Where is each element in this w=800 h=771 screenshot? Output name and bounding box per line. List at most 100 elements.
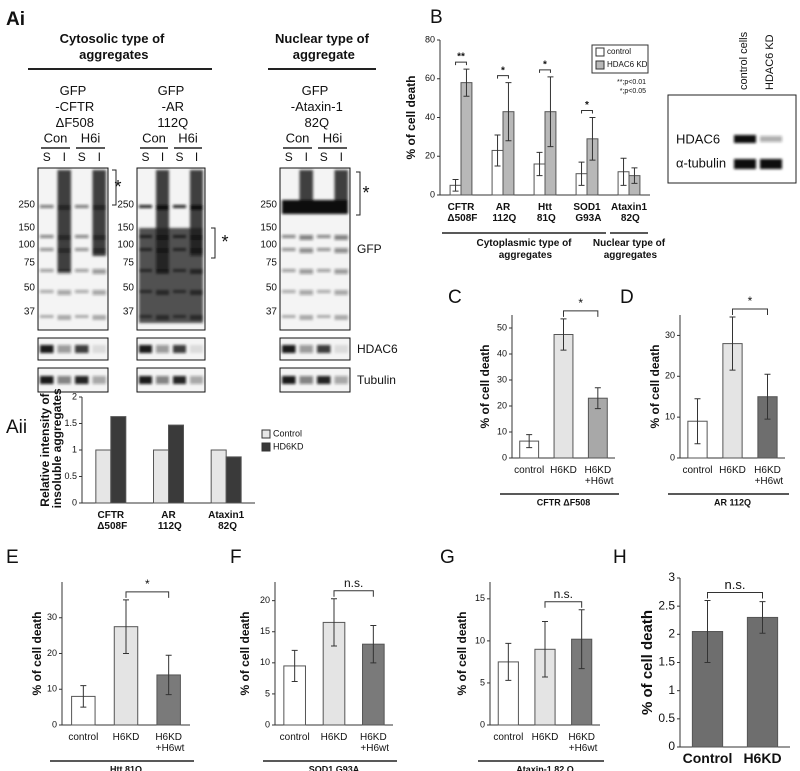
y-axis-label: % of cell death [478, 344, 492, 428]
band [282, 235, 296, 238]
y-tick-label: 0 [670, 452, 675, 462]
error-bar [505, 82, 512, 142]
x-tick-label: CFTR Δ508F [94, 510, 127, 532]
y-tick-label: 20 [47, 648, 57, 658]
error-bar [704, 600, 711, 663]
sig-bracket [707, 592, 763, 599]
error-bar [291, 649, 298, 682]
y-tick-label: 10 [47, 684, 57, 694]
band [40, 345, 54, 353]
y-tick-label: 2 [668, 627, 675, 641]
error-bar [123, 599, 129, 654]
sig-label: ** [457, 52, 465, 63]
bracket [112, 169, 117, 206]
y-tick-label: 80 [425, 34, 435, 44]
error-bar [759, 601, 766, 634]
blot-label: Tubulin [357, 373, 396, 387]
bar [153, 449, 170, 504]
y-axis-label: % of cell death [404, 75, 418, 159]
error-bar [80, 685, 87, 708]
band [139, 205, 152, 208]
strip-bands [282, 376, 348, 384]
note: **;p<0.01 [617, 79, 646, 86]
band [299, 290, 313, 295]
strip-bands [40, 345, 106, 353]
fraction-label: S [141, 150, 149, 164]
band [282, 290, 296, 293]
y-tick-label: 1.5 [658, 655, 675, 669]
y-tick-label: 10 [475, 635, 485, 645]
x-tick-label: AR 112Q [155, 510, 182, 532]
error-bar [729, 316, 736, 371]
condition-label: H6i [81, 130, 101, 145]
mw-marker: 250 [260, 200, 277, 211]
band [40, 376, 54, 384]
sig-label: * [145, 577, 150, 591]
condition-label: Con [44, 130, 68, 145]
x-tick-label: H6KD [743, 750, 781, 766]
band [92, 376, 106, 384]
band [173, 376, 186, 384]
band [317, 376, 331, 384]
x-axis-label: SOD1 G93A [309, 764, 360, 771]
y-tick-label: 0 [668, 739, 675, 753]
band [282, 345, 296, 353]
strip-bands [282, 345, 348, 353]
y-tick-label: 50 [497, 322, 507, 332]
band [334, 290, 348, 295]
band [190, 376, 203, 384]
blot-label: GFP [357, 242, 382, 256]
band [299, 315, 313, 320]
y-axis-label: % of cell death [238, 611, 252, 695]
band [92, 235, 106, 240]
y-tick-label: 20 [497, 400, 507, 410]
band [156, 345, 169, 353]
error-bar [463, 68, 470, 97]
band [57, 248, 71, 253]
band [317, 315, 331, 318]
band [282, 269, 296, 272]
band [282, 376, 296, 384]
sig-label: n.s. [554, 587, 573, 601]
x-tick-label: Control [683, 750, 733, 766]
error-bar [505, 642, 512, 681]
sig-label: * [578, 296, 583, 310]
band [40, 290, 54, 293]
error-bar [494, 134, 501, 167]
y-axis-label: % of cell death [639, 610, 656, 715]
sig-label: * [585, 100, 589, 111]
mw-marker: 50 [24, 283, 36, 294]
band [734, 135, 756, 143]
mw-marker: 150 [260, 223, 277, 234]
y-tick-label: 5 [265, 688, 270, 698]
blot-strip [136, 337, 206, 361]
panel-label: E [6, 547, 19, 568]
bar [95, 449, 112, 504]
band [57, 290, 71, 295]
band [75, 345, 89, 353]
mw-marker: 150 [117, 223, 134, 234]
strip-bands [139, 376, 203, 384]
y-tick-label: 1 [668, 683, 675, 697]
band [334, 315, 348, 320]
aggregate-star: * [362, 183, 369, 203]
mw-marker: 100 [117, 240, 134, 251]
error-bar [764, 373, 771, 420]
error-bar [631, 167, 638, 184]
band [334, 345, 348, 353]
band [317, 248, 331, 251]
band [75, 315, 89, 318]
smear [139, 228, 203, 323]
sig-bracket [544, 601, 583, 608]
condition-label: Con [142, 130, 166, 145]
x-tick-label: control [514, 465, 544, 476]
error-bar [452, 179, 459, 192]
fraction-label: I [63, 150, 66, 164]
panel-label: F [230, 547, 242, 568]
y-tick-label: 30 [497, 374, 507, 384]
error-bar [578, 161, 585, 186]
fraction-label: S [78, 150, 86, 164]
band [760, 136, 782, 142]
blot-bands [40, 170, 106, 320]
